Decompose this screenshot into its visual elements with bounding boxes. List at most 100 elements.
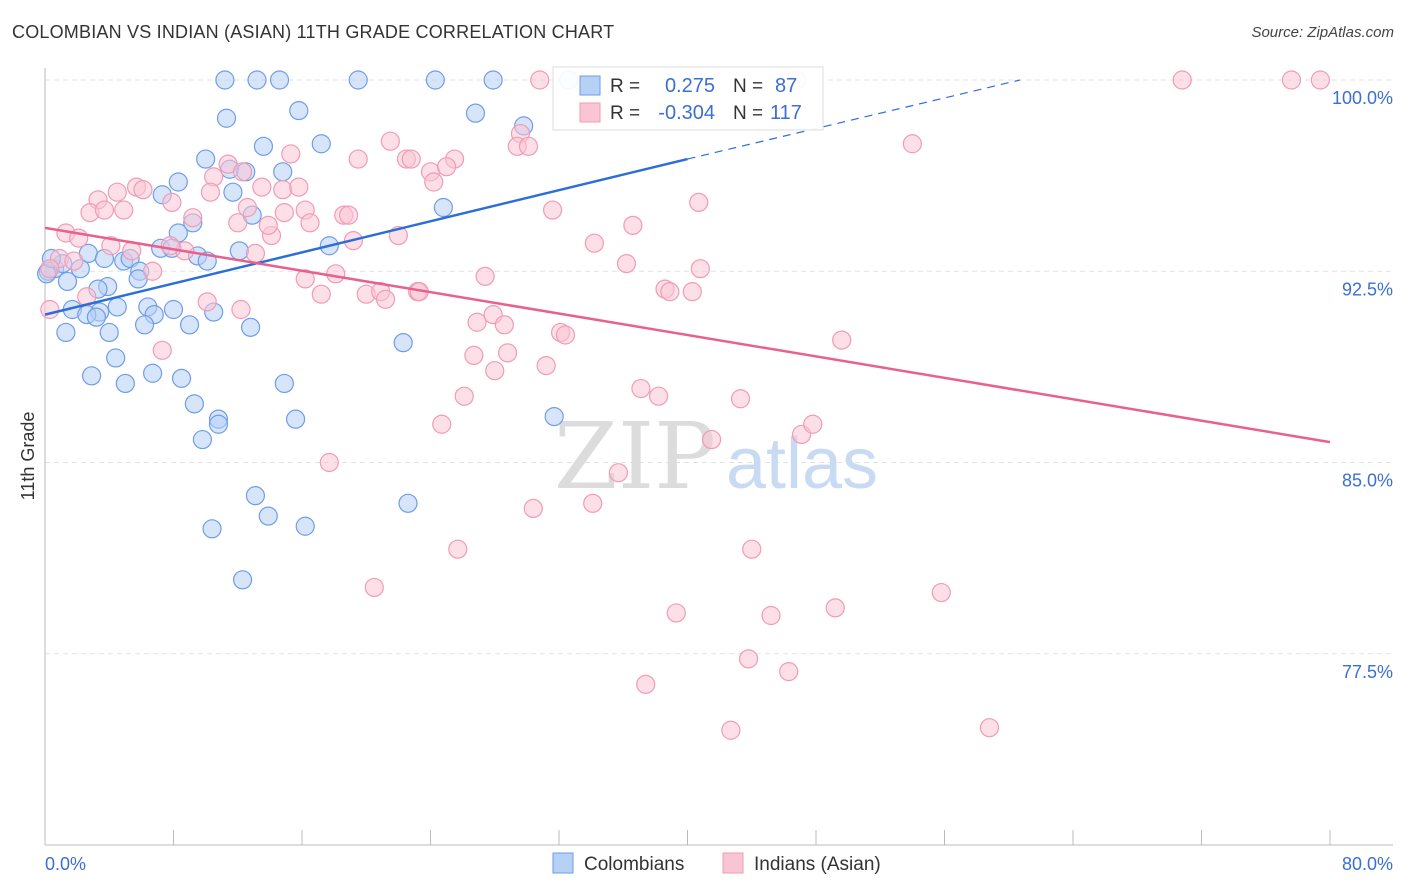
data-point bbox=[231, 299, 251, 320]
data-point bbox=[338, 205, 359, 225]
data-point bbox=[184, 394, 204, 414]
data-point bbox=[483, 70, 503, 90]
data-point bbox=[738, 649, 759, 669]
data-point bbox=[544, 407, 564, 427]
data-point bbox=[179, 315, 200, 335]
data-point bbox=[832, 330, 852, 350]
data-point bbox=[690, 259, 710, 279]
data-point bbox=[631, 378, 651, 399]
data-point bbox=[295, 516, 315, 536]
data-point bbox=[1281, 70, 1302, 90]
data-point bbox=[160, 236, 180, 256]
data-point bbox=[232, 570, 253, 590]
data-point bbox=[433, 197, 453, 218]
data-point bbox=[86, 307, 107, 327]
y-tick-label: 77.5% bbox=[1342, 662, 1393, 682]
x-tick-label: 0.0% bbox=[45, 854, 86, 874]
data-point bbox=[931, 582, 951, 603]
chart-title: COLOMBIAN VS INDIAN (ASIAN) 11TH GRADE C… bbox=[12, 22, 615, 42]
data-point bbox=[608, 463, 629, 483]
svg-text:N =: N = bbox=[733, 76, 763, 97]
data-point bbox=[133, 180, 153, 200]
data-point bbox=[523, 498, 543, 518]
data-point bbox=[348, 70, 368, 90]
data-point bbox=[57, 271, 78, 292]
legend-swatch-indians bbox=[722, 852, 744, 874]
data-point bbox=[682, 282, 702, 302]
data-point bbox=[636, 674, 656, 694]
data-point bbox=[401, 149, 421, 169]
data-point bbox=[115, 373, 135, 394]
data-point bbox=[168, 172, 188, 192]
data-point bbox=[107, 297, 127, 317]
data-point bbox=[237, 197, 257, 218]
data-point bbox=[216, 108, 237, 128]
legend-swatch-colombians bbox=[552, 852, 574, 874]
y-tick-label: 85.0% bbox=[1342, 471, 1393, 491]
legend-label-colombians: Colombians bbox=[584, 854, 684, 875]
data-point bbox=[247, 70, 267, 90]
chart-source: Source: ZipAtlas.com bbox=[1251, 24, 1394, 41]
data-point bbox=[584, 233, 604, 253]
data-point bbox=[196, 149, 216, 169]
data-point bbox=[258, 506, 278, 526]
data-point bbox=[245, 486, 266, 506]
data-point bbox=[666, 603, 686, 623]
data-point bbox=[494, 315, 514, 335]
data-point bbox=[152, 340, 172, 360]
data-point bbox=[448, 539, 468, 559]
data-point bbox=[542, 200, 563, 220]
data-point bbox=[252, 177, 272, 197]
data-point bbox=[273, 180, 293, 200]
data-point bbox=[779, 661, 799, 682]
data-point bbox=[228, 213, 248, 233]
data-point bbox=[285, 409, 306, 429]
data-point bbox=[64, 251, 84, 271]
data-point bbox=[258, 215, 278, 235]
data-point bbox=[1310, 70, 1330, 90]
data-point bbox=[143, 363, 163, 383]
series-indians-asian bbox=[40, 70, 1330, 740]
data-point bbox=[197, 292, 217, 312]
data-point bbox=[485, 361, 505, 381]
data-point bbox=[229, 241, 249, 261]
data-point bbox=[99, 322, 119, 343]
data-point bbox=[380, 131, 400, 151]
data-point bbox=[274, 203, 294, 223]
data-point bbox=[143, 261, 163, 281]
data-point bbox=[300, 213, 320, 233]
data-point bbox=[171, 368, 192, 388]
data-point bbox=[364, 577, 384, 598]
data-point bbox=[536, 356, 556, 376]
data-point bbox=[202, 519, 222, 539]
data-point bbox=[192, 429, 213, 450]
data-point bbox=[281, 144, 301, 164]
data-point bbox=[107, 182, 127, 202]
data-point bbox=[106, 348, 126, 368]
data-point bbox=[375, 289, 396, 309]
data-point bbox=[183, 208, 203, 228]
data-point bbox=[475, 266, 495, 286]
data-point bbox=[660, 282, 680, 302]
data-point bbox=[81, 366, 102, 386]
trend-line-indians bbox=[44, 226, 1331, 444]
data-point bbox=[616, 254, 637, 274]
data-point bbox=[518, 136, 539, 156]
data-point bbox=[398, 493, 418, 513]
data-point bbox=[114, 200, 134, 220]
trend-line-colombians bbox=[44, 157, 688, 316]
data-point bbox=[648, 386, 669, 406]
x-tick-label: 80.0% bbox=[1342, 854, 1393, 874]
data-point bbox=[289, 177, 309, 197]
trend-lines bbox=[44, 79, 1331, 444]
legend-swatch-blue bbox=[579, 75, 601, 96]
data-point bbox=[701, 429, 722, 450]
data-point bbox=[623, 215, 643, 235]
watermark-zip: ZIP bbox=[554, 403, 716, 510]
svg-text:0.275: 0.275 bbox=[665, 75, 715, 97]
data-point bbox=[979, 718, 1000, 738]
data-point bbox=[583, 493, 603, 513]
legend-bottom: Colombians Indians (Asian) bbox=[552, 852, 881, 875]
data-point bbox=[289, 100, 309, 121]
